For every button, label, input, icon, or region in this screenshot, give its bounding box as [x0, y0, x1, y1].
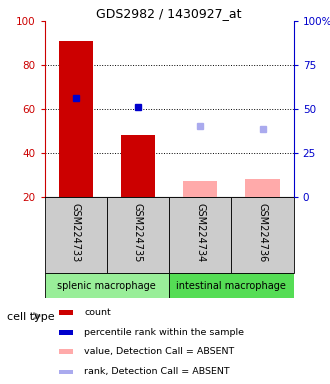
Text: GSM224733: GSM224733: [71, 203, 81, 262]
Text: percentile rank within the sample: percentile rank within the sample: [84, 328, 245, 337]
Text: rank, Detection Call = ABSENT: rank, Detection Call = ABSENT: [84, 367, 230, 376]
Text: value, Detection Call = ABSENT: value, Detection Call = ABSENT: [84, 347, 235, 356]
Title: GDS2982 / 1430927_at: GDS2982 / 1430927_at: [96, 7, 242, 20]
Text: intestinal macrophage: intestinal macrophage: [177, 281, 286, 291]
Bar: [59, 349, 73, 354]
Bar: [58, 41, 93, 197]
Bar: [59, 370, 73, 374]
Text: GSM224735: GSM224735: [133, 203, 143, 262]
Text: splenic macrophage: splenic macrophage: [57, 281, 156, 291]
Bar: [59, 311, 73, 315]
Bar: [45, 197, 107, 273]
Bar: [169, 273, 294, 298]
Bar: [59, 330, 73, 335]
Bar: [45, 273, 169, 298]
Bar: [231, 197, 294, 273]
Text: GSM224734: GSM224734: [195, 203, 205, 262]
Bar: [246, 179, 280, 197]
Text: cell type: cell type: [7, 312, 54, 322]
Bar: [183, 181, 217, 197]
Bar: [107, 197, 169, 273]
Text: count: count: [84, 308, 111, 317]
Bar: [169, 197, 231, 273]
Text: GSM224736: GSM224736: [257, 203, 268, 262]
Bar: [121, 135, 155, 197]
